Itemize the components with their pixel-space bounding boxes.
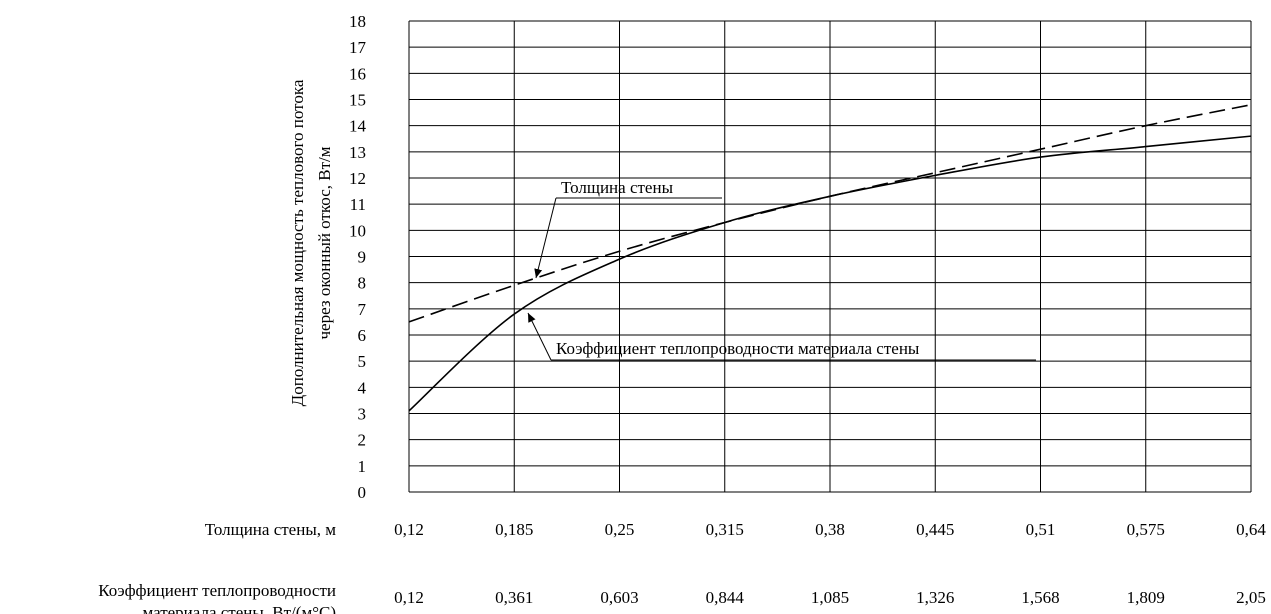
- annotation-conductivity: Коэффициент теплопроводности материала с…: [556, 339, 920, 358]
- y-axis-label-line: Дополнительная мощность теплового потока: [288, 79, 307, 406]
- x-tick-label: 0,361: [495, 588, 533, 607]
- x-tick-label: 1,085: [811, 588, 849, 607]
- y-tick-label: 14: [349, 117, 367, 136]
- x-tick-label: 2,05: [1236, 588, 1266, 607]
- x-tick-label: 0,12: [394, 588, 424, 607]
- series-line-conductivity: [408, 135, 1252, 412]
- y-tick-label: 4: [358, 378, 367, 397]
- y-tick-label: 11: [350, 195, 366, 214]
- y-tick-label: 16: [349, 64, 366, 83]
- x-tick-label: 0,64: [1236, 520, 1266, 539]
- series-group: [408, 103, 1252, 412]
- x-tick-label: 0,38: [815, 520, 845, 539]
- x-tick-label: 0,315: [706, 520, 744, 539]
- y-tick-label: 12: [349, 169, 366, 188]
- x-tick-label: 0,603: [600, 588, 638, 607]
- annotation-arrow: [534, 197, 557, 279]
- x-tick-label: 1,568: [1021, 588, 1059, 607]
- y-axis-label-line: через оконный откос, Вт/м: [315, 146, 334, 339]
- y-tick-label: 7: [358, 300, 367, 319]
- y-tick-label: 0: [358, 483, 367, 502]
- y-tick-label: 17: [349, 38, 367, 57]
- y-tick-label: 13: [349, 143, 366, 162]
- y-tick-label: 8: [358, 274, 367, 293]
- y-axis-label: Дополнительная мощность теплового потока…: [288, 79, 334, 406]
- x-tick-label: 0,445: [916, 520, 954, 539]
- y-tick-label: 18: [349, 12, 366, 31]
- x-tick-label: 0,575: [1127, 520, 1165, 539]
- y-tick-label: 2: [358, 431, 367, 450]
- x-row-label: Коэффициент теплопроводности: [98, 581, 336, 600]
- x-tick-label: 0,12: [394, 520, 424, 539]
- y-tick-label: 1: [358, 457, 367, 476]
- annotation-wall-thickness: Толщина стены: [561, 178, 674, 197]
- x-tick-label: 0,844: [706, 588, 745, 607]
- x-tick-label: 0,185: [495, 520, 533, 539]
- x-tick-label: 1,326: [916, 588, 954, 607]
- x-axis-rows: Толщина стены, м 0,12 0,185 0,25 0,315 0,38 0,…: [98, 520, 1266, 614]
- y-tick-label: 9: [358, 248, 367, 267]
- annotation-arrow: [527, 312, 552, 361]
- x-row-label: материала стены, Вт/(м°С): [142, 603, 336, 614]
- y-tick-label: 5: [358, 352, 367, 371]
- y-tick-label: 3: [358, 405, 367, 424]
- x-tick-label: 0,51: [1026, 520, 1056, 539]
- grid: [408, 20, 1252, 493]
- y-tick-label: 15: [349, 91, 366, 110]
- annotations: Толщина стены Коэффициент теплопроводност…: [527, 178, 1036, 361]
- y-tick-label: 6: [358, 326, 367, 345]
- x-tick-label: 1,809: [1127, 588, 1165, 607]
- x-tick-label: 0,25: [605, 520, 635, 539]
- x-row-label: Толщина стены, м: [205, 520, 336, 539]
- y-tick-label: 10: [349, 221, 366, 240]
